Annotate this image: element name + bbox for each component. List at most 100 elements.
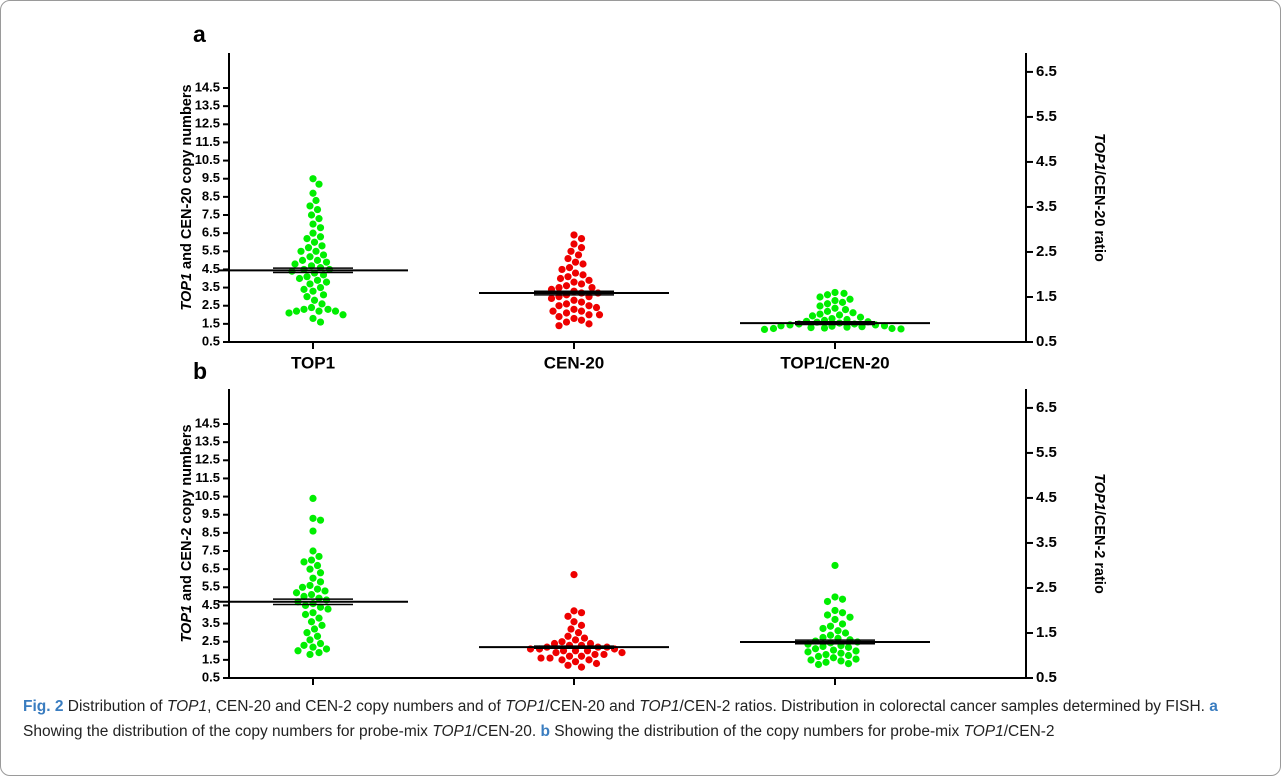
data-point bbox=[570, 618, 578, 626]
data-point bbox=[570, 314, 578, 323]
data-point bbox=[808, 312, 817, 320]
caption-run: /CEN-20 and bbox=[545, 698, 640, 715]
data-point bbox=[831, 304, 839, 312]
data-point bbox=[300, 641, 308, 649]
data-point bbox=[823, 597, 832, 606]
data-point bbox=[831, 615, 839, 624]
y-tick-label: 0.5 bbox=[202, 333, 220, 348]
y-tick-label: 8.5 bbox=[202, 524, 220, 539]
data-point bbox=[324, 605, 332, 613]
caption-run: Showing the distribution of the copy num… bbox=[23, 723, 433, 740]
data-point bbox=[321, 587, 329, 595]
data-point bbox=[309, 189, 317, 197]
data-point bbox=[558, 638, 566, 646]
data-point bbox=[585, 656, 593, 664]
data-point bbox=[835, 311, 844, 319]
data-point bbox=[319, 291, 328, 299]
y2-axis-title-part: /CEN-2 ratio bbox=[1091, 511, 1107, 594]
data-point bbox=[844, 659, 853, 668]
data-point bbox=[600, 650, 608, 659]
data-point bbox=[307, 590, 316, 599]
data-point bbox=[285, 309, 293, 317]
data-point bbox=[339, 311, 347, 319]
data-point bbox=[306, 253, 314, 261]
data-point bbox=[844, 643, 853, 651]
y-tick-label: 7.5 bbox=[202, 206, 220, 221]
data-point bbox=[318, 621, 326, 629]
y-tick-label: 5.5 bbox=[202, 579, 220, 594]
caption-run: /CEN-2 ratios. Distribution in colorecta… bbox=[679, 698, 1210, 715]
caption-run: TOP1 bbox=[166, 698, 208, 715]
y-axis-title-part: and CEN-2 copy numbers bbox=[179, 424, 195, 604]
data-point bbox=[306, 565, 314, 573]
data-point bbox=[565, 652, 574, 660]
data-point bbox=[570, 296, 578, 304]
caption-run: TOP1 bbox=[639, 698, 680, 715]
data-point bbox=[577, 298, 586, 306]
data-point bbox=[313, 632, 322, 640]
data-point bbox=[823, 291, 832, 299]
data-point bbox=[577, 621, 586, 629]
figure: a 0.5 1.5 2.5 3.5 4.5 5.5 6.5 7.5 8.5 9.5 10.5 11.5 1… bbox=[179, 21, 1107, 686]
data-point bbox=[838, 595, 847, 603]
x-tick-label: TOP1/CEN-20 bbox=[780, 353, 889, 372]
caption-run: a bbox=[1209, 698, 1218, 715]
data-point bbox=[823, 611, 832, 619]
data-point bbox=[837, 649, 845, 657]
y2-tick-label: 0.5 bbox=[1036, 669, 1057, 686]
data-point bbox=[306, 650, 314, 659]
data-point bbox=[562, 300, 571, 308]
data-point bbox=[562, 282, 571, 290]
data-point bbox=[313, 205, 322, 214]
data-point bbox=[814, 660, 823, 669]
y2-tick-label: 1.5 bbox=[1036, 288, 1057, 305]
y-tick-label: 8.5 bbox=[202, 188, 220, 203]
y-tick-label: 14.5 bbox=[195, 79, 220, 94]
data-point bbox=[820, 324, 829, 332]
data-point bbox=[300, 305, 308, 313]
caption-run: /CEN-2 bbox=[1003, 723, 1055, 740]
data-point bbox=[564, 661, 572, 669]
data-point bbox=[585, 302, 593, 310]
y2-tick-label: 1.5 bbox=[1036, 624, 1057, 641]
y2-axis-title-part: /CEN-20 ratio bbox=[1091, 171, 1107, 262]
data-point bbox=[585, 320, 593, 328]
data-point bbox=[313, 561, 322, 570]
data-point bbox=[310, 238, 319, 246]
data-point bbox=[309, 574, 317, 582]
data-point bbox=[300, 558, 308, 566]
data-point bbox=[819, 633, 827, 642]
y-axis-title-part: TOP1 bbox=[179, 273, 195, 311]
data-point bbox=[579, 260, 587, 268]
data-point bbox=[315, 614, 323, 622]
data-point bbox=[819, 642, 827, 651]
y-tick-label: 12.5 bbox=[195, 452, 220, 467]
data-point bbox=[823, 307, 832, 315]
data-point bbox=[852, 647, 860, 655]
data-point bbox=[309, 514, 317, 522]
data-point bbox=[300, 285, 308, 293]
data-point bbox=[567, 625, 575, 633]
caption-run: Distribution of bbox=[63, 698, 167, 715]
data-point bbox=[570, 305, 578, 313]
panel-label: a bbox=[193, 21, 206, 47]
caption-run: TOP1 bbox=[963, 723, 1004, 740]
y-tick-label: 9.5 bbox=[202, 170, 220, 185]
data-point bbox=[577, 316, 586, 324]
data-point bbox=[537, 654, 545, 662]
data-point bbox=[318, 300, 326, 308]
y-tick-label: 10.5 bbox=[195, 488, 220, 503]
caption-run: TOP1 bbox=[432, 723, 473, 740]
data-point bbox=[831, 296, 839, 305]
data-point bbox=[303, 234, 311, 243]
data-point bbox=[849, 309, 857, 317]
y-tick-label: 13.5 bbox=[195, 434, 220, 449]
y-tick-label: 1.5 bbox=[202, 651, 220, 666]
data-point bbox=[304, 244, 313, 252]
data-point bbox=[837, 657, 845, 665]
data-point bbox=[313, 276, 322, 284]
y-axis-title: TOP1 and CEN-2 copy numbers bbox=[179, 424, 195, 642]
y2-axis-title: TOP1/CEN-2 ratio bbox=[1091, 473, 1107, 594]
data-point bbox=[312, 196, 320, 205]
caption-run: TOP1 bbox=[505, 698, 546, 715]
